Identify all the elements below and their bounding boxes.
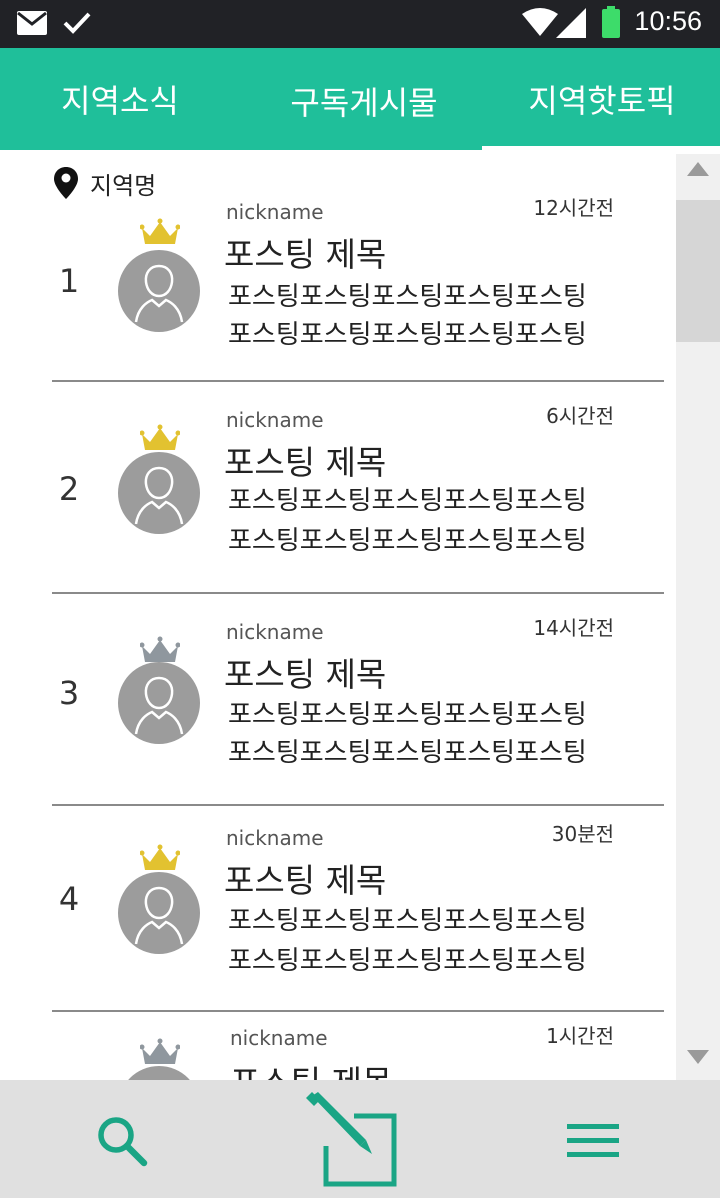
battery-icon	[602, 6, 620, 38]
tab-bar: 지역소식 구독게시물 지역핫토픽	[0, 48, 720, 150]
crown-icon	[140, 844, 180, 870]
menu-button[interactable]	[560, 1110, 626, 1172]
check-icon	[63, 12, 91, 34]
crown-icon	[140, 636, 180, 662]
rank-number: 3	[58, 674, 80, 712]
write-icon	[306, 1092, 397, 1187]
avatar[interactable]	[118, 452, 200, 534]
list-item[interactable]: 2 nickname 6시간전 포스팅 제목 포스팅포스팅포스팅포스팅포스팅 포…	[52, 382, 664, 594]
divider	[52, 592, 664, 594]
post-title: 포스팅 제목	[224, 655, 387, 694]
user-silhouette-icon	[134, 466, 184, 525]
signal-icon	[556, 8, 586, 38]
post-body-line: 포스팅포스팅포스팅포스팅포스팅	[228, 282, 587, 312]
post-time: 6시간전	[546, 404, 614, 428]
post-body-line: 포스팅포스팅포스팅포스팅포스팅	[228, 946, 587, 976]
user-silhouette-icon	[134, 676, 184, 735]
list-item[interactable]: 1 nickname 12시간전 포스팅 제목 포스팅포스팅포스팅포스팅포스팅 …	[52, 186, 664, 382]
divider	[52, 804, 664, 806]
avatar[interactable]	[118, 250, 200, 332]
tab-label: 구독게시물	[290, 84, 438, 122]
status-bar: 10:56	[0, 0, 720, 48]
tab-label: 지역핫토픽	[528, 82, 676, 120]
avatar[interactable]	[118, 1066, 200, 1080]
post-title: 포스팅 제목	[224, 861, 387, 900]
post-body-line: 포스팅포스팅포스팅포스팅포스팅	[228, 700, 587, 730]
tab-indicator	[482, 146, 720, 150]
tab-label: 지역소식	[61, 82, 179, 120]
post-title: 포스팅 제목	[224, 235, 387, 274]
scrollbar-thumb[interactable]	[676, 200, 720, 342]
location-pin-icon	[54, 167, 78, 199]
post-time: 12시간전	[533, 196, 614, 220]
search-icon	[98, 1117, 148, 1167]
rank-number: 4	[58, 880, 80, 918]
crown-icon	[140, 218, 180, 244]
post-body-line: 포스팅포스팅포스팅포스팅포스팅	[228, 906, 587, 936]
nickname: nickname	[230, 1026, 328, 1050]
scroll-up-arrow-icon[interactable]	[687, 162, 709, 176]
nickname: nickname	[226, 200, 324, 224]
search-button[interactable]	[84, 1106, 160, 1176]
scroll-down-arrow-icon[interactable]	[687, 1050, 709, 1064]
post-body-line: 포스팅포스팅포스팅포스팅포스팅	[228, 486, 587, 516]
nickname: nickname	[226, 620, 324, 644]
rank-number: 2	[58, 470, 80, 508]
region-name: 지역명	[90, 171, 157, 200]
region-label: 지역명	[54, 166, 156, 200]
bottom-navigation	[0, 1080, 720, 1198]
divider	[52, 380, 664, 382]
post-time: 14시간전	[533, 616, 614, 640]
crown-icon	[140, 1038, 180, 1064]
write-post-button[interactable]	[302, 1088, 402, 1192]
user-silhouette-icon	[134, 886, 184, 945]
post-body-line: 포스팅포스팅포스팅포스팅포스팅	[228, 738, 587, 768]
post-time: 1시간전	[546, 1024, 614, 1048]
list-item[interactable]: nickname 1시간전 포스팅 제목	[52, 1012, 664, 1080]
divider	[52, 1010, 664, 1012]
rank-number: 1	[58, 262, 80, 300]
avatar[interactable]	[118, 872, 200, 954]
clock: 10:56	[634, 6, 702, 36]
tab-local-news[interactable]: 지역소식	[0, 48, 240, 150]
crown-icon	[140, 424, 180, 450]
post-body-line: 포스팅포스팅포스팅포스팅포스팅	[228, 526, 587, 556]
post-time: 30분전	[551, 822, 614, 846]
list-item[interactable]: 3 nickname 14시간전 포스팅 제목 포스팅포스팅포스팅포스팅포스팅 …	[52, 594, 664, 806]
nickname: nickname	[226, 826, 324, 850]
wifi-icon	[522, 8, 558, 36]
user-silhouette-icon	[134, 264, 184, 323]
list-item[interactable]: 4 nickname 30분전 포스팅 제목 포스팅포스팅포스팅포스팅포스팅 포…	[52, 806, 664, 1012]
mail-icon	[17, 11, 47, 35]
post-list[interactable]: 지역명 1 nickname 12시간전 포스팅 제목 포스팅포스팅포스팅포스팅…	[0, 150, 676, 1080]
nickname: nickname	[226, 408, 324, 432]
tab-local-hot-topic[interactable]: 지역핫토픽	[484, 48, 720, 150]
tab-subscribed-posts[interactable]: 구독게시물	[244, 48, 484, 150]
menu-icon	[567, 1124, 619, 1157]
post-body-line: 포스팅포스팅포스팅포스팅포스팅	[228, 320, 587, 350]
post-title: 포스팅 제목	[224, 443, 387, 482]
post-title: 포스팅 제목	[230, 1056, 392, 1080]
avatar[interactable]	[118, 662, 200, 744]
